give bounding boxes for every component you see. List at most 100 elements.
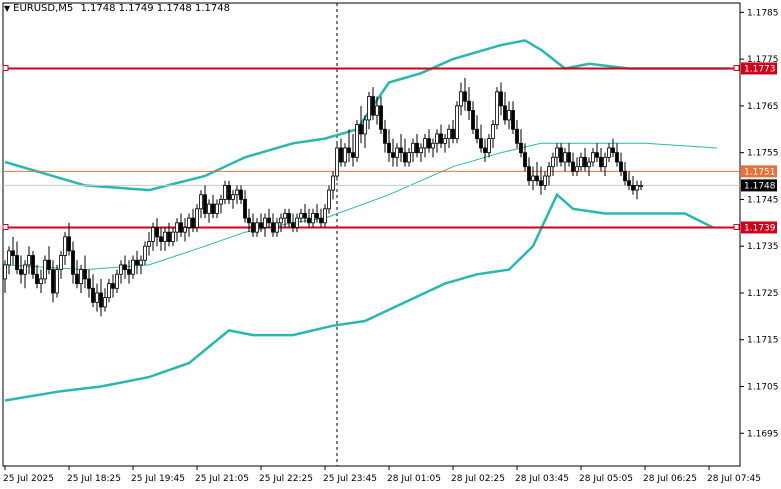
candle-body — [279, 217, 283, 224]
candle-body — [159, 236, 163, 242]
candle-body — [551, 156, 555, 168]
candle-body — [411, 142, 415, 154]
candle-body — [111, 283, 115, 289]
candle-body — [219, 199, 223, 205]
candle-body — [423, 138, 427, 149]
candle-body — [387, 142, 391, 154]
candle-body — [399, 147, 403, 154]
candle-body — [235, 189, 239, 196]
candle-body — [43, 259, 47, 280]
candle-body — [587, 161, 591, 168]
x-tick-label: 25 Jul 19:45 — [131, 474, 185, 484]
candle-body — [615, 152, 619, 163]
candle-body — [419, 147, 423, 154]
candle-body — [567, 152, 571, 163]
x-tick-label: 25 Jul 22:25 — [259, 474, 313, 484]
candle-body — [547, 166, 551, 177]
candle-body — [359, 124, 363, 135]
x-tick-label: 28 Jul 06:25 — [643, 474, 697, 484]
x-tick-label: 28 Jul 07:45 — [707, 474, 761, 484]
candle-body — [403, 152, 407, 163]
ohlc-readout: 1.1748 1.1749 1.1748 1.1748 — [80, 3, 230, 14]
candle-body — [55, 269, 59, 294]
candle-body — [335, 147, 339, 177]
candle-body — [127, 269, 131, 275]
candle-body — [391, 152, 395, 158]
level-handle-left — [2, 223, 9, 230]
candle-body — [19, 269, 23, 275]
candle-body — [471, 110, 475, 130]
candle-body — [455, 105, 459, 140]
y-tick-label: 1.1715 — [747, 336, 779, 346]
candle-body — [227, 184, 231, 200]
candle-body — [447, 128, 451, 140]
candle-body — [83, 269, 87, 280]
x-tick-label: 25 Jul 2025 — [3, 474, 54, 484]
candle-body — [163, 231, 167, 242]
candle-body — [107, 283, 111, 299]
candle-body — [367, 96, 371, 121]
candle-body — [283, 213, 287, 219]
candle-body — [523, 152, 527, 168]
candle-body — [431, 142, 435, 149]
level-handle-left — [2, 64, 9, 71]
candle-body — [475, 128, 479, 140]
candle-body — [175, 222, 179, 233]
chevron-down-icon[interactable]: ▼ — [4, 4, 11, 13]
x-tick-label: 28 Jul 05:05 — [579, 474, 633, 484]
candle-body — [59, 255, 63, 270]
candle-body — [571, 161, 575, 172]
candle-body — [515, 128, 519, 144]
candle-body — [183, 227, 187, 233]
bid-price-label: 1.1751 — [744, 167, 776, 177]
candle-body — [79, 269, 83, 285]
x-tick-label: 28 Jul 03:45 — [515, 474, 569, 484]
candle-body — [363, 119, 367, 135]
candle-body — [427, 138, 431, 149]
candle-body — [451, 128, 455, 140]
candle-body — [99, 292, 103, 308]
candle-body — [347, 147, 351, 154]
candle-body — [371, 96, 375, 116]
candle-body — [63, 236, 67, 256]
candle-body — [251, 222, 255, 233]
candle-body — [287, 213, 291, 224]
candle-body — [291, 222, 295, 228]
level-price-label-bg — [741, 62, 777, 75]
candle-body — [607, 147, 611, 158]
candle-body — [307, 217, 311, 224]
y-tick-label: 1.1725 — [747, 289, 779, 299]
candle-body — [583, 156, 587, 168]
candle-body — [599, 156, 603, 168]
level-price-label: 1.1773 — [744, 64, 776, 74]
candle-body — [491, 124, 495, 140]
candle-body — [51, 269, 55, 294]
candle-body — [355, 124, 359, 158]
candle-body — [327, 189, 331, 210]
candle-body — [171, 231, 175, 242]
candle-body — [343, 147, 347, 163]
candle-body — [603, 156, 607, 168]
candle-body — [207, 203, 211, 214]
candle-body — [531, 175, 535, 182]
candle-body — [75, 273, 79, 285]
bollinger-upper-band — [4, 39, 729, 192]
candle-body — [7, 250, 11, 266]
candle-body — [247, 217, 251, 224]
candle-body — [155, 227, 159, 238]
candle-body — [87, 278, 91, 289]
candle-body — [27, 255, 31, 266]
candle-body — [559, 147, 563, 163]
candle-body — [315, 213, 319, 219]
level-price-label-bg — [741, 221, 777, 234]
candle-body — [123, 264, 127, 270]
candle-body — [187, 217, 191, 228]
level-handle-right — [733, 223, 740, 230]
candle-body — [415, 142, 419, 154]
x-tick-label: 25 Jul 18:25 — [67, 474, 121, 484]
candle-body — [255, 222, 259, 233]
candle-body — [519, 142, 523, 154]
candle-body — [275, 222, 279, 233]
candle-body — [339, 147, 343, 163]
